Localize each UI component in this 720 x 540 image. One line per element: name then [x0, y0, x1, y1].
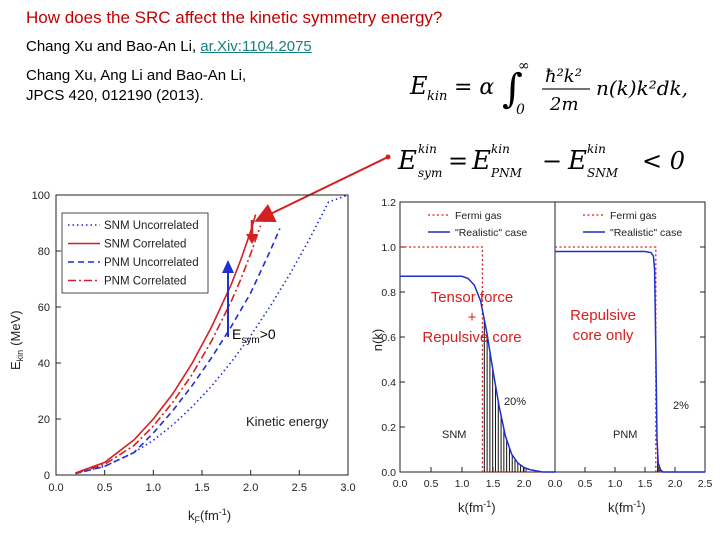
kinetic-energy-equation: E kin = α ∫ ∞ 0 ħ²k² 2m n(k)k²dk, — [409, 58, 688, 118]
eq1-numerator: ħ²k² — [545, 66, 582, 87]
right-xtick-label: 2.0 — [668, 478, 683, 490]
pnm-xlabel: k(fm-1) — [608, 499, 646, 515]
eq2-lhs: E — [397, 146, 417, 176]
eq2-term1-sup: kin — [491, 142, 510, 156]
eq1-equals-alpha: = α — [454, 75, 494, 100]
slide-title: How does the SRC affect the kinetic symm… — [26, 8, 443, 27]
realistic-line-PNM — [555, 250, 705, 473]
right-xtick-label: 2.0 — [517, 478, 532, 490]
right-xtick-label: 0.0 — [393, 478, 408, 490]
left-ytick-label: 100 — [32, 190, 50, 202]
left-series-line-3 — [75, 225, 262, 475]
momentum-distribution-chart: 0.0 0.2 0.4 0.6 0.8 1.0 1.2 0.0 0.5 1.0 1.5 2.0 0.0 0… — [370, 197, 713, 515]
kinetic-energy-annotation: Kinetic energy — [246, 414, 329, 429]
eq1-denominator: 2m — [549, 94, 579, 115]
eq1-lhs: E — [409, 72, 428, 100]
right-ytick-label: 0.4 — [381, 377, 396, 389]
right-legend-label: "Realistic" case — [455, 227, 527, 239]
eq1-lower-limit: 0 — [516, 102, 525, 118]
symmetry-energy-equation: E kin sym = E kin PNM − E kin SNM < 0 — [397, 142, 685, 180]
right-legend-label: Fermi gas — [610, 210, 657, 222]
left-ytick-label: 20 — [38, 414, 50, 426]
right-ytick-label: 0.8 — [381, 287, 396, 299]
left-series-line-0 — [75, 194, 349, 475]
fermi-gas-line-SNM — [400, 246, 555, 473]
left-xtick-label: 3.0 — [340, 482, 355, 494]
left-ytick-label: 0 — [44, 470, 50, 482]
right-xtick-label: 0.0 — [548, 478, 563, 490]
annotation-SNM: Repulsive core — [422, 329, 521, 346]
right-xtick-label: 2.5 — [698, 478, 713, 490]
eq2-lhs-sub: sym — [418, 166, 442, 180]
kinetic-energy-chart: 0.0 0.5 1.0 1.5 2.0 2.5 3.0 0 20 40 60 80 100 SNM Un… — [8, 190, 356, 525]
left-legend-box — [61, 212, 209, 294]
annotation-PNM: Repulsive — [570, 307, 636, 324]
panel-name-PNM: PNM — [613, 429, 637, 441]
right-legend-label: Fermi gas — [455, 210, 502, 222]
left-xtick-label: 0.0 — [48, 482, 63, 494]
right-xtick-label: 0.5 — [578, 478, 593, 490]
arxiv-link[interactable]: ar.Xiv:1104.2075 — [200, 38, 312, 55]
left-series-line-2 — [75, 228, 281, 475]
eq2-term1: E — [471, 146, 491, 176]
left-legend-label: PNM Uncorrelated — [104, 257, 199, 269]
snm-xlabel: k(fm-1) — [458, 499, 496, 515]
left-ytick-label: 80 — [38, 246, 50, 258]
annotation-PNM: core only — [573, 327, 634, 344]
right-ytick-label: 1.0 — [381, 242, 396, 254]
left-legend-label: SNM Correlated — [104, 239, 186, 251]
right-ylabel: n(k) — [370, 329, 385, 351]
reference-2-line2: JPCS 420, 012190 (2013). — [26, 87, 204, 104]
left-legend-label: SNM Uncorrelated — [104, 220, 199, 232]
eq2-term2-sup: kin — [587, 142, 606, 156]
left-xtick-label: 2.0 — [243, 482, 258, 494]
eq1-lhs-sub: kin — [427, 89, 447, 104]
reference-2-line1: Chang Xu, Ang Li and Bao-An Li, — [26, 67, 247, 84]
left-xtick-label: 0.5 — [97, 482, 112, 494]
eq2-lhs-sup: kin — [418, 142, 437, 156]
percent-label-PNM: 2% — [673, 400, 689, 412]
left-xlabel: kF(fm-1) — [188, 507, 231, 525]
eq1-upper-limit: ∞ — [518, 58, 530, 74]
annotation-SNM: Tensor force — [431, 289, 514, 306]
eq2-term2: E — [567, 146, 587, 176]
right-ytick-label: 0.2 — [381, 422, 396, 434]
left-xtick-label: 1.0 — [146, 482, 161, 494]
percent-label-SNM: 20% — [504, 396, 526, 408]
reference-1-authors: Chang Xu and Bao-An Li, — [26, 38, 201, 55]
right-xtick-label: 0.5 — [424, 478, 439, 490]
right-xtick-label: 1.0 — [608, 478, 623, 490]
eq2-term1-sub: PNM — [490, 166, 523, 180]
right-ytick-label: 0.6 — [381, 332, 396, 344]
left-ylabel: Ekin(MeV) — [8, 310, 25, 370]
left-xtick-label: 1.5 — [194, 482, 209, 494]
esym-arrow-head-icon — [222, 260, 234, 273]
right-legend-label: "Realistic" case — [610, 227, 682, 239]
right-ytick-label: 0.0 — [381, 467, 396, 479]
integral-sign-icon: ∫ — [502, 66, 523, 112]
eq2-tail: < 0 — [642, 147, 685, 175]
eq2-minus: − — [542, 147, 562, 175]
annotation-SNM: + — [468, 309, 477, 326]
right-xtick-label: 1.5 — [486, 478, 501, 490]
reference-1: Chang Xu and Bao-An Li, ar.Xiv:1104.2075 — [26, 38, 312, 55]
left-legend-label: PNM Correlated — [104, 276, 186, 288]
eq2-term2-sub: SNM — [587, 166, 619, 180]
eq1-tail: n(k)k²dk, — [596, 76, 688, 100]
panel-name-SNM: SNM — [442, 429, 466, 441]
reference-2: Chang Xu, Ang Li and Bao-An Li, JPCS 420,… — [26, 66, 246, 106]
esym-arrow-red-head-icon — [246, 234, 258, 244]
right-xtick-label: 1.0 — [455, 478, 470, 490]
realistic-line-SNM — [400, 275, 555, 473]
left-ytick-label: 60 — [38, 302, 50, 314]
right-ytick-label: 1.2 — [381, 197, 396, 209]
eq2-equals: = — [448, 147, 468, 175]
left-series-line-1 — [75, 214, 257, 474]
right-xtick-label: 1.5 — [638, 478, 653, 490]
esym-label: Esym>0 — [232, 326, 276, 346]
left-xtick-label: 2.5 — [292, 482, 307, 494]
left-ytick-label: 40 — [38, 358, 50, 370]
